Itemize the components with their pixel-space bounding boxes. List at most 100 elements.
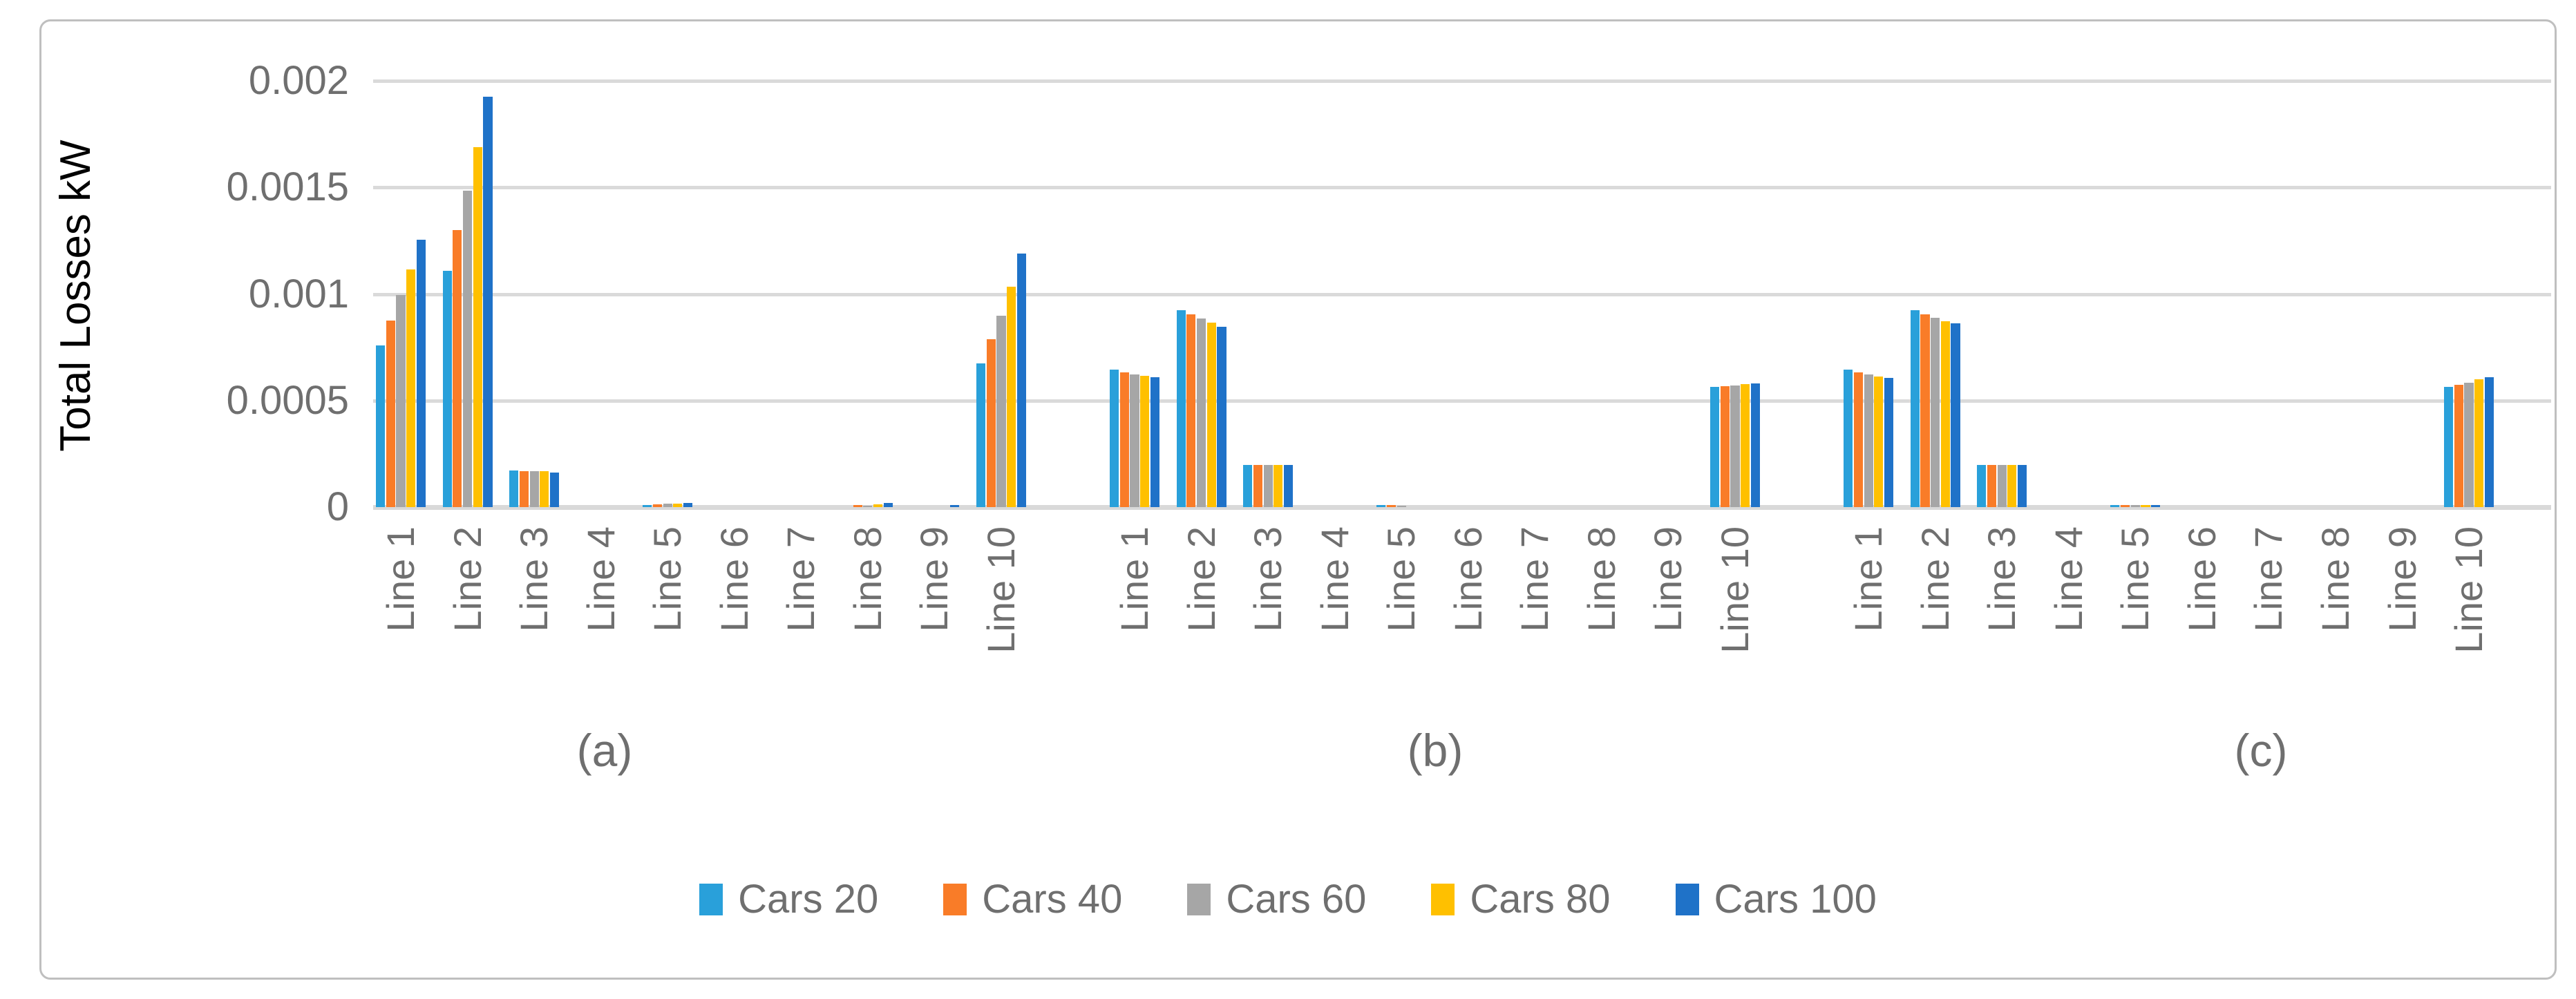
x-category-label: Line 7 [1513,526,1557,632]
bar [1110,370,1119,507]
gridline [373,399,2551,403]
bar [1931,317,1940,507]
bar [1884,378,1894,507]
x-category-label: Line 3 [512,526,556,632]
bar [1197,318,1206,507]
x-category-label: Line 5 [2113,526,2157,632]
x-category-label: Line 8 [1579,526,1623,632]
bar [1874,377,1884,507]
bar [462,191,473,507]
bar [2464,383,2474,507]
bar [376,345,386,507]
bar [2007,464,2017,507]
bar [1844,370,1853,507]
bar [540,471,549,507]
bar [549,472,560,507]
bar [1253,464,1263,507]
y-tick-label: 0 [326,484,349,529]
bar [1730,385,1740,507]
bar [1920,314,1930,507]
bar [950,504,960,507]
bar [2454,384,2463,507]
legend-label: Cars 40 [982,877,1123,922]
y-tick-label: 0.002 [248,58,349,104]
x-category-label: Line 2 [445,526,489,632]
x-axis-line [373,505,2551,510]
y-tick-label: 0.001 [248,271,349,316]
bar [509,470,519,507]
bar [453,230,462,507]
bar [1720,386,1730,507]
bar [1741,384,1750,507]
bar [853,504,862,507]
y-axis-title: Total Losses kW [52,140,100,452]
x-category-label: Line 6 [2179,526,2224,632]
bar [1710,386,1720,507]
bar [406,269,416,507]
panel-label: (b) [1407,725,1464,776]
x-category-label: Line 2 [1913,526,1957,632]
gridline [373,79,2551,84]
bar [996,316,1006,507]
bar [1376,504,1386,507]
x-category-label: Line 2 [1179,526,1223,632]
x-category-label: Line 1 [379,526,422,632]
bar [2474,379,2484,507]
x-category-label: Line 10 [1713,526,1756,654]
x-category-label: Line 3 [1246,526,1290,632]
legend-swatch [1431,884,1455,915]
legend-item: Cars 40 [943,879,1122,920]
x-category-label: Line 5 [645,526,690,632]
bar [1853,372,1863,507]
bar [1997,464,2007,507]
x-category-label: Line 8 [845,526,889,632]
bar [473,146,482,507]
bar [1206,322,1216,507]
bar [1987,464,1997,507]
bar [396,295,406,507]
bar [1263,464,1273,507]
bar [663,504,672,507]
bar [1386,504,1396,507]
bar [883,502,893,507]
bar [1940,321,1950,507]
x-category-label: Line 6 [1446,526,1490,632]
x-category-label: Line 7 [779,526,823,632]
bar [673,504,683,507]
x-category-label: Line 6 [712,526,756,632]
bar [1243,464,1253,507]
bar [1119,372,1129,507]
legend-swatch [943,884,967,915]
bar [1217,327,1227,507]
bar [2141,504,2150,507]
bar [863,505,873,507]
legend-item: Cars 100 [1675,877,1877,922]
bar [1750,383,1760,507]
bar [873,504,883,507]
bar [1396,505,1406,507]
x-category-label: Line 7 [2246,526,2291,632]
bar [1176,310,1186,507]
bar [2444,387,2454,507]
x-category-label: Line 1 [1112,526,1157,632]
bar [1951,323,1960,507]
bar [386,321,395,507]
legend-item: Cars 80 [1431,877,1611,922]
bar [2484,377,2494,507]
bar [1864,374,1873,507]
legend: Cars 20 Cars 40 Cars 60 Cars 80 Cars 100 [0,879,2576,920]
bar [2151,504,2161,507]
bar [1283,464,1294,507]
panel-label: (c) [2234,725,2288,776]
bar [1130,374,1139,507]
panel-label: (a) [576,725,633,776]
x-category-label: Line 9 [1646,526,1690,632]
bar [683,502,693,507]
legend-label: Cars 100 [1714,877,1877,922]
x-category-label: Line 3 [1980,526,2024,632]
bar [416,239,426,507]
x-category-label: Line 9 [912,526,956,632]
x-category-label: Line 8 [2313,526,2357,632]
legend-label: Cars 80 [1470,877,1611,922]
